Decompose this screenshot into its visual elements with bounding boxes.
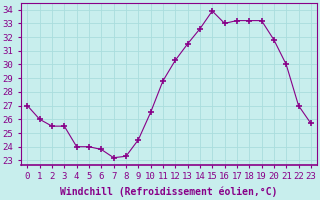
X-axis label: Windchill (Refroidissement éolien,°C): Windchill (Refroidissement éolien,°C): [60, 187, 278, 197]
